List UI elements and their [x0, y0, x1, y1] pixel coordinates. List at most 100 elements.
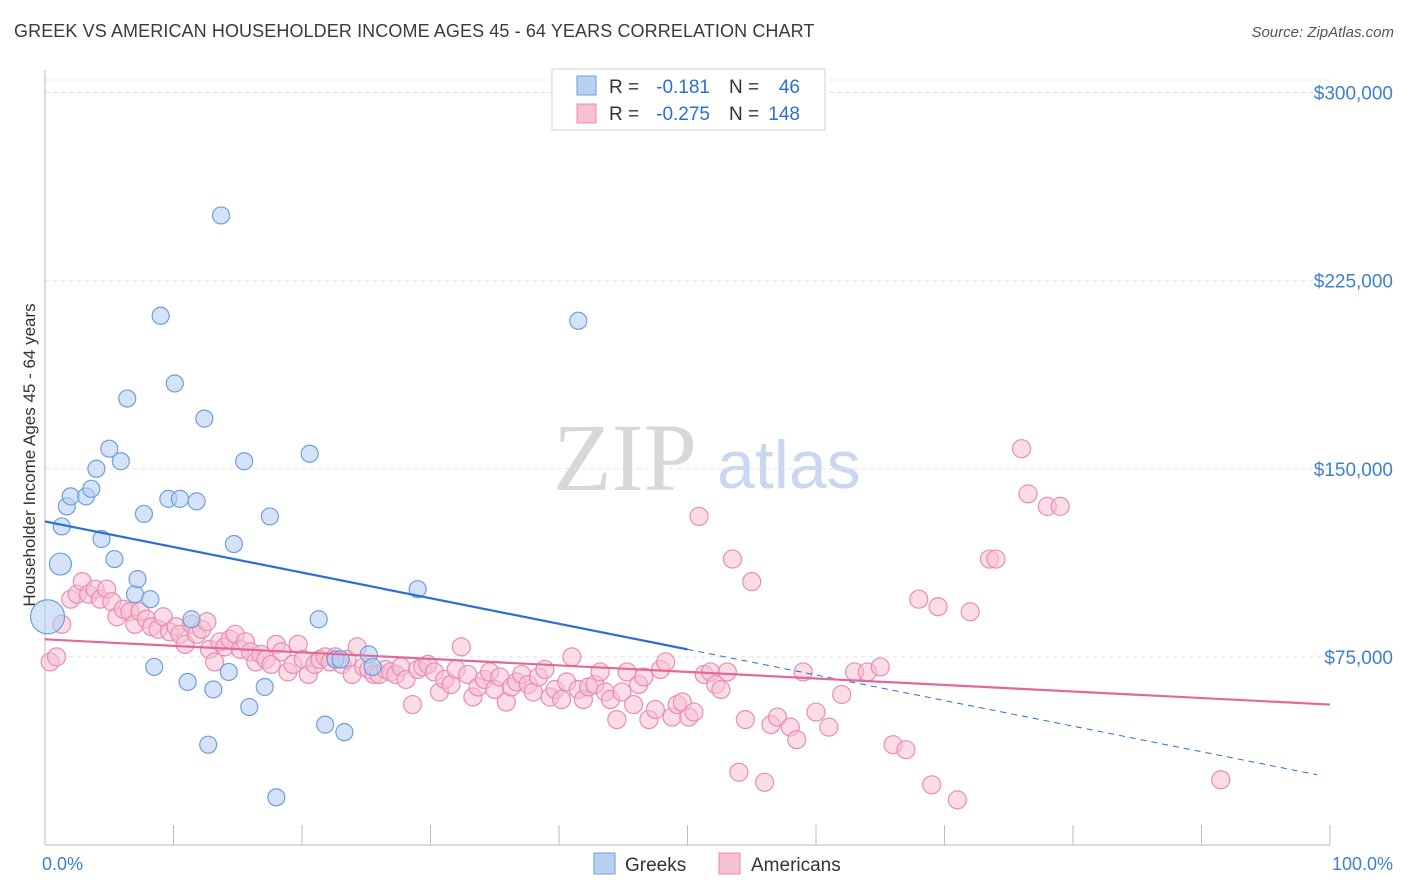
greek-point: [100, 439, 119, 458]
american-point: [1011, 439, 1032, 459]
legend-swatch-americans: [576, 103, 597, 124]
american-point: [205, 652, 225, 672]
greek-point: [240, 697, 259, 717]
american-point: [634, 667, 654, 687]
greek-point: [145, 657, 164, 677]
greek-point: [182, 610, 201, 629]
series-legend: Greeks Americans: [593, 852, 841, 876]
greeks-trend-line: [44, 520, 688, 651]
greek-point: [87, 459, 106, 478]
american-point: [767, 707, 788, 727]
legend-n-label-americans: N =: [729, 104, 759, 125]
greek-point: [178, 672, 197, 692]
greek-point: [363, 657, 382, 677]
series-legend-swatch-greeks: [593, 852, 616, 875]
greek-point: [165, 374, 184, 393]
stats-legend: R = -0.181 N = 46 R = -0.275 N = 148: [551, 68, 826, 131]
greek-point: [151, 306, 170, 325]
american-point: [787, 730, 807, 750]
american-point: [197, 612, 217, 632]
legend-n-label-greeks: N =: [729, 77, 759, 98]
greek-point: [134, 504, 154, 524]
american-point: [711, 679, 731, 700]
greek-point: [211, 206, 231, 225]
american-point: [806, 702, 826, 722]
american-point: [607, 709, 627, 730]
greek-point: [335, 723, 354, 742]
american-point: [684, 702, 704, 722]
greek-point: [48, 552, 73, 576]
american-point: [1018, 484, 1038, 504]
american-point: [656, 652, 676, 672]
american-point: [717, 662, 737, 682]
greek-point: [61, 487, 80, 506]
legend-r-label-americans: R =: [609, 104, 639, 125]
american-point: [645, 699, 665, 720]
greek-point: [255, 677, 274, 697]
american-point: [535, 659, 555, 680]
x-tick-label: 0.0%: [42, 854, 83, 874]
american-point: [1050, 496, 1070, 516]
american-point: [819, 717, 839, 737]
americans-trend-line: [44, 638, 1331, 706]
legend-box: [551, 68, 826, 131]
source-credit: Source: ZipAtlas.com: [1251, 24, 1394, 41]
greek-point: [235, 452, 254, 471]
american-point: [928, 597, 948, 617]
chart-title: GREEK VS AMERICAN HOUSEHOLDER INCOME AGE…: [14, 21, 815, 41]
greek-point: [260, 507, 279, 526]
y-axis-tick-labels: $75,000 $150,000 $225,000 $300,000: [1314, 84, 1393, 669]
greek-point: [187, 492, 206, 511]
greek-point: [92, 529, 111, 549]
y-tick-label: $75,000: [1324, 648, 1393, 669]
american-point: [735, 709, 755, 730]
trend-lines: [44, 520, 1331, 776]
american-point: [896, 740, 916, 760]
american-point: [722, 549, 743, 569]
series-legend-label-greeks: Greeks: [625, 855, 686, 876]
series-legend-swatch-americans: [718, 852, 741, 875]
american-point: [986, 549, 1006, 569]
american-point: [402, 694, 423, 715]
watermark: ZIP atlas: [553, 404, 861, 511]
american-point: [46, 647, 67, 667]
series-legend-label-americans: Americans: [751, 855, 841, 876]
legend-r-value-americans: -0.275: [656, 104, 710, 125]
greek-point: [316, 715, 335, 734]
legend-n-value-greeks: 46: [779, 77, 800, 98]
american-point: [754, 772, 775, 792]
american-point: [590, 662, 610, 682]
greek-point: [195, 409, 214, 428]
american-point: [729, 762, 749, 782]
greek-point: [118, 389, 137, 408]
watermark-zip: ZIP: [553, 404, 697, 511]
greek-point: [300, 444, 319, 463]
greek-point: [128, 570, 147, 589]
american-point: [562, 647, 582, 667]
greek-point: [29, 599, 66, 635]
american-point: [261, 654, 281, 675]
greek-point: [309, 610, 328, 629]
x-tick-label: 100.0%: [1332, 854, 1393, 874]
american-point: [451, 637, 471, 657]
y-tick-label: $225,000: [1314, 272, 1393, 293]
american-point: [960, 602, 980, 622]
american-point: [623, 694, 644, 715]
y-tick-label: $300,000: [1314, 84, 1393, 105]
x-axis-ticks: [44, 825, 1331, 845]
american-point: [1211, 770, 1231, 790]
greek-point: [105, 549, 124, 569]
american-point: [689, 506, 709, 527]
greek-point: [224, 534, 243, 554]
greek-point: [204, 680, 223, 699]
legend-r-value-greeks: -0.181: [656, 77, 710, 98]
legend-r-label-greeks: R =: [609, 77, 639, 98]
american-point: [832, 684, 852, 705]
greek-point: [267, 788, 286, 807]
american-point: [922, 775, 942, 795]
y-axis-label: Householder Income Ages 45 - 64 years: [20, 303, 39, 606]
greek-point: [141, 590, 160, 609]
greek-point: [219, 662, 238, 682]
american-point: [793, 662, 813, 682]
